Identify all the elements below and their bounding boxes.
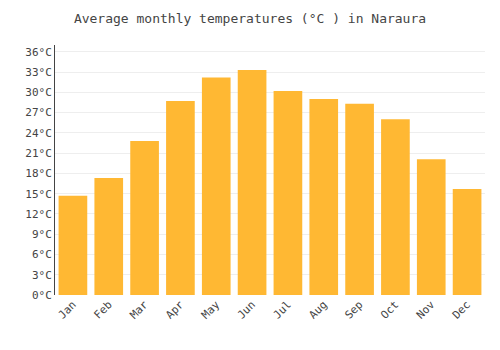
svg-text:Oct: Oct (378, 298, 401, 321)
svg-text:36°C: 36°C (25, 46, 52, 59)
svg-text:6°C: 6°C (32, 248, 52, 261)
svg-text:0°C: 0°C (32, 289, 52, 302)
svg-text:33°C: 33°C (25, 66, 52, 79)
svg-text:Dec: Dec (450, 298, 473, 321)
svg-text:27°C: 27°C (25, 106, 52, 119)
svg-text:May: May (199, 298, 223, 322)
svg-text:Jan: Jan (56, 298, 79, 321)
svg-text:21°C: 21°C (25, 147, 52, 160)
svg-text:30°C: 30°C (25, 86, 52, 99)
svg-text:Apr: Apr (163, 298, 187, 322)
svg-text:Jun: Jun (235, 298, 258, 321)
svg-text:Average monthly temperatures (: Average monthly temperatures (°C ) in Na… (74, 11, 426, 26)
svg-text:12°C: 12°C (25, 208, 52, 221)
svg-text:Aug: Aug (307, 298, 330, 321)
svg-text:Jul: Jul (271, 298, 294, 321)
svg-text:Mar: Mar (127, 298, 151, 322)
svg-text:3°C: 3°C (32, 269, 52, 282)
svg-text:9°C: 9°C (32, 228, 52, 241)
svg-text:Nov: Nov (414, 298, 438, 322)
svg-text:24°C: 24°C (25, 127, 52, 140)
svg-text:Feb: Feb (92, 298, 115, 321)
svg-text:18°C: 18°C (25, 167, 52, 180)
svg-text:15°C: 15°C (25, 188, 52, 201)
svg-text:Sep: Sep (342, 298, 365, 321)
